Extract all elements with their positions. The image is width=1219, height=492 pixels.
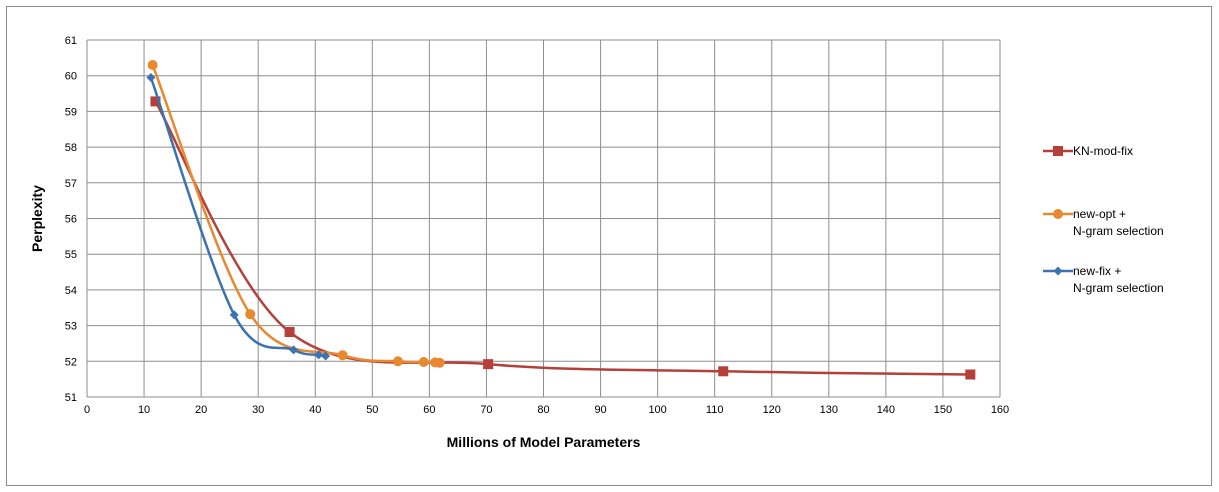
x-tick-label: 0 xyxy=(84,404,90,416)
y-tick-label: 56 xyxy=(65,214,77,226)
x-tick-label: 80 xyxy=(537,404,549,416)
x-tick-label: 10 xyxy=(138,404,150,416)
data-point xyxy=(150,96,161,107)
x-tick-label: 50 xyxy=(366,404,378,416)
y-tick-label: 57 xyxy=(65,178,77,190)
y-tick-label: 58 xyxy=(65,142,77,154)
x-tick-label: 120 xyxy=(763,404,781,416)
y-tick-label: 51 xyxy=(65,392,77,404)
data-point xyxy=(314,350,324,360)
series-2 xyxy=(147,59,445,368)
y-axis-title: Perplexity xyxy=(29,185,45,252)
series-layer xyxy=(146,59,976,380)
legend-label: N-gram selection xyxy=(1073,224,1164,238)
data-point xyxy=(321,351,331,361)
x-axis-title: Millions of Model Parameters xyxy=(447,434,641,450)
data-point xyxy=(483,359,494,370)
grid xyxy=(86,39,1001,398)
legend-item-2: new-opt + N-gram selection xyxy=(1043,207,1164,238)
data-point xyxy=(965,369,976,380)
series-3 xyxy=(146,72,331,361)
x-tick-label: 70 xyxy=(480,404,492,416)
data-point xyxy=(245,309,256,320)
y-tick-label: 59 xyxy=(65,106,77,118)
data-point xyxy=(418,357,429,368)
y-tick-label: 53 xyxy=(65,321,77,333)
chart-frame: 51 52 53 54 55 56 57 58 59 60 61 0 10 20 30 40 50 60 70 80… xyxy=(6,6,1212,486)
data-point xyxy=(146,72,156,82)
x-tick-label: 30 xyxy=(252,404,264,416)
line-chart: 51 52 53 54 55 56 57 58 59 60 61 0 10 20 30 40 50 60 70 80… xyxy=(29,35,1164,450)
data-point xyxy=(718,366,729,377)
data-point xyxy=(392,356,403,367)
x-tick-label: 150 xyxy=(934,404,952,416)
legend-label: N-gram selection xyxy=(1073,281,1164,295)
x-tick-label: 60 xyxy=(423,404,435,416)
y-tick-label: 60 xyxy=(65,71,77,83)
x-tick-label: 100 xyxy=(648,404,666,416)
data-point xyxy=(289,345,299,355)
y-tick-label: 54 xyxy=(65,285,77,297)
series-1 xyxy=(150,96,976,380)
x-tick-label: 130 xyxy=(820,404,838,416)
y-tick-label: 61 xyxy=(65,35,77,47)
x-tick-label: 20 xyxy=(195,404,207,416)
legend-item-1: KN-mod-fix xyxy=(1043,144,1133,158)
legend-swatch-marker xyxy=(1053,146,1063,156)
x-tick-label: 160 xyxy=(991,404,1009,416)
legend-swatch-marker xyxy=(1053,266,1063,276)
y-tick-label: 52 xyxy=(65,356,77,368)
x-tick-label: 40 xyxy=(309,404,321,416)
legend-item-3: new-fix + N-gram selection xyxy=(1043,264,1164,295)
y-tick-label: 55 xyxy=(65,249,77,261)
x-tick-label: 110 xyxy=(706,404,724,416)
legend-label: KN-mod-fix xyxy=(1073,144,1133,158)
legend-label: new-opt + xyxy=(1073,207,1126,221)
x-tick-label: 90 xyxy=(594,404,606,416)
x-tick-labels: 0 10 20 30 40 50 60 70 80 90 100 110 120 130 140 150 160 xyxy=(84,404,1009,416)
data-point xyxy=(434,357,445,368)
data-point xyxy=(337,350,348,361)
y-tick-labels: 51 52 53 54 55 56 57 58 59 60 61 xyxy=(65,35,77,404)
legend-label: new-fix + xyxy=(1073,264,1121,278)
series-line xyxy=(149,77,326,358)
data-point xyxy=(147,59,158,70)
x-tick-label: 140 xyxy=(877,404,895,416)
series-line xyxy=(154,100,971,376)
data-point xyxy=(284,327,295,338)
data-point xyxy=(229,310,239,320)
legend-swatch-marker xyxy=(1053,209,1063,219)
